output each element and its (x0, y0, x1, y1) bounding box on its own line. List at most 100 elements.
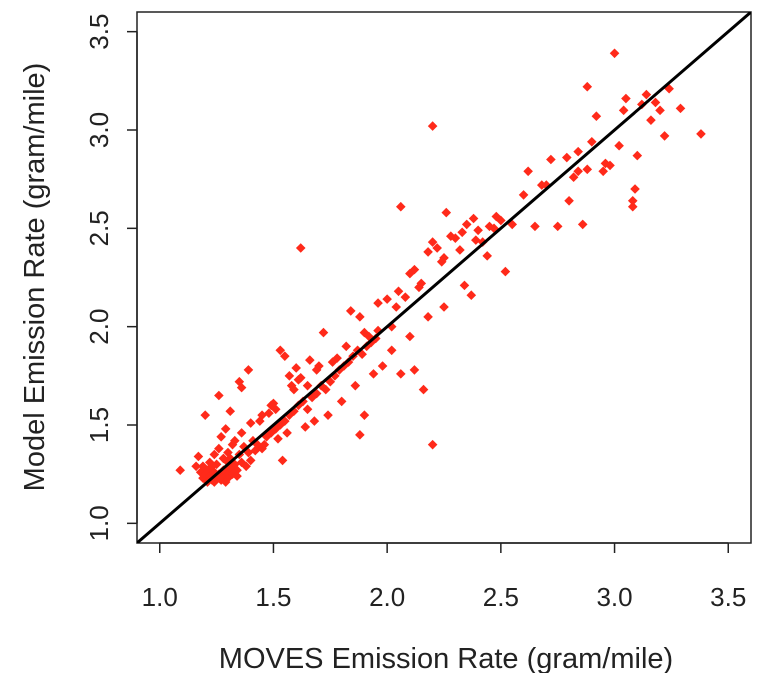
data-point (573, 166, 583, 177)
data-point (257, 410, 267, 420)
data-point (307, 392, 317, 403)
data-point (175, 465, 186, 476)
data-point (423, 312, 433, 322)
data-point (659, 131, 670, 141)
data-point (641, 89, 652, 100)
data-point (341, 341, 352, 352)
data-point (245, 455, 256, 466)
data-point (291, 363, 301, 373)
data-point (204, 457, 215, 468)
data-point (243, 365, 254, 375)
data-point (289, 406, 299, 417)
data-point (675, 103, 686, 114)
data-point (257, 443, 267, 454)
data-point (400, 292, 411, 302)
data-point (275, 345, 286, 356)
data-point (600, 158, 611, 169)
data-point (655, 105, 665, 116)
data-point (573, 146, 583, 157)
data-point (220, 477, 231, 487)
data-point (302, 404, 313, 415)
data-point (282, 428, 292, 438)
data-point (564, 196, 574, 206)
data-point (309, 416, 320, 426)
data-point (582, 81, 593, 92)
data-point (377, 361, 388, 371)
data-point (466, 290, 477, 300)
data-point (530, 221, 540, 232)
data-point (241, 461, 251, 472)
data-point (234, 376, 245, 387)
data-point (300, 422, 311, 432)
x-tick-label: 2.5 (483, 582, 519, 612)
data-point (591, 111, 602, 122)
data-point (223, 447, 233, 458)
data-point (311, 388, 322, 399)
y-tick-label: 2.0 (84, 309, 114, 345)
identity-line (137, 12, 751, 543)
data-point (255, 416, 265, 426)
data-point (646, 115, 656, 125)
data-point (484, 221, 495, 232)
data-point (696, 129, 706, 139)
data-point (439, 302, 449, 312)
data-point (225, 453, 236, 464)
data-point (650, 97, 661, 108)
data-point (630, 184, 640, 194)
data-point (518, 190, 529, 200)
data-point (218, 453, 229, 464)
data-point (359, 410, 370, 420)
y-tick-label: 3.0 (84, 112, 114, 148)
data-point (193, 451, 204, 462)
data-point (198, 461, 208, 472)
data-point (427, 439, 438, 450)
data-point (582, 164, 593, 175)
data-point (632, 150, 643, 161)
data-point (345, 306, 356, 316)
data-point (587, 137, 597, 147)
data-point (609, 48, 620, 59)
y-tick-label: 3.5 (84, 14, 114, 50)
data-point (373, 298, 383, 308)
data-point (418, 384, 429, 395)
data-point (441, 207, 452, 218)
data-point (427, 237, 438, 247)
data-point (236, 382, 247, 393)
data-point (355, 430, 365, 440)
data-point (225, 406, 236, 417)
data-point (295, 243, 306, 253)
data-point (264, 408, 274, 418)
data-point (209, 449, 220, 460)
data-point (432, 243, 442, 253)
data-point (568, 172, 579, 182)
x-axis: 1.0 1.5 2.0 2.5 3.0 3.5 (142, 542, 746, 612)
data-point (330, 371, 340, 381)
data-point (500, 266, 511, 277)
data-points (175, 48, 706, 487)
data-point (423, 247, 433, 257)
data-point (355, 312, 365, 322)
reference-line-group (137, 12, 751, 543)
data-point (218, 471, 229, 481)
data-point (280, 416, 290, 426)
data-point (191, 461, 201, 472)
data-point (286, 380, 297, 391)
x-tick-label: 1.5 (255, 582, 291, 612)
data-point (368, 369, 379, 379)
data-point (395, 369, 406, 379)
data-point (409, 264, 420, 275)
data-point (562, 152, 572, 163)
data-point (209, 467, 220, 477)
data-point (446, 231, 456, 241)
y-tick-label: 1.0 (84, 505, 114, 541)
data-point (489, 223, 499, 234)
data-point (302, 380, 313, 391)
data-point (223, 473, 233, 483)
data-point (416, 278, 427, 289)
data-point (414, 282, 424, 293)
data-point (382, 294, 392, 304)
data-point (325, 376, 336, 387)
data-point (393, 286, 404, 297)
data-point (236, 428, 247, 438)
